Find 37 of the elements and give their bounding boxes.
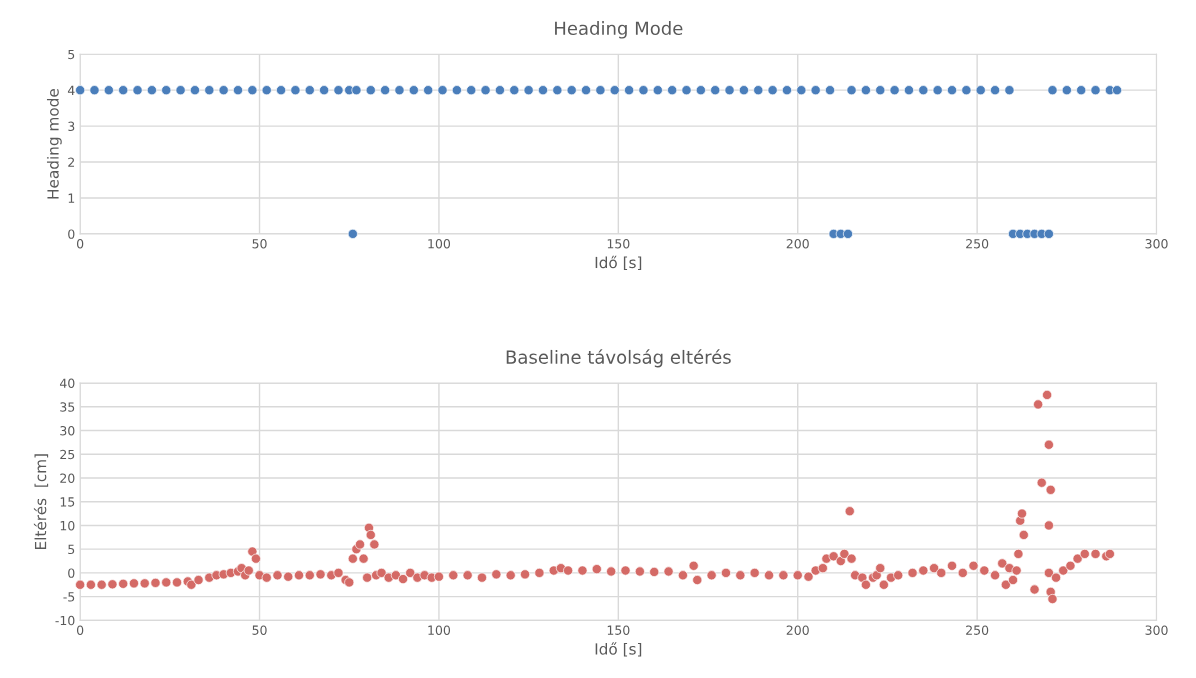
y-tick-label: 0 [68,229,75,239]
y-tick-label: 5 [68,49,75,60]
x-tick-label: 200 [786,625,809,635]
chart-title: Baseline távolság eltérés [506,349,731,368]
y-tick-label: 30 [60,426,75,436]
chart-title: Heading Mode [555,21,683,39]
y-tick-label: 20 [60,473,75,483]
y-axis-title: Heading mode [46,89,62,199]
y-tick-label: 3 [68,121,75,132]
x-tick-label: 150 [607,625,630,635]
x-axis-title: Idő [s] [595,255,642,271]
x-tick-label: 200 [786,238,809,249]
x-tick-label: 0 [76,625,84,635]
x-tick-label: 250 [966,238,989,249]
x-tick-label: 50 [252,238,267,249]
x-tick-label: 50 [252,625,267,635]
x-tick-label: 100 [428,238,451,249]
y-tick-label: 35 [60,402,75,412]
y-tick-label: 10 [60,520,75,531]
x-axis-title: Idő [s] [595,642,642,657]
y-tick-label: 2 [68,157,75,167]
y-tick-label: 15 [60,497,75,507]
x-tick-label: 250 [966,625,989,635]
y-tick-label: 4 [67,85,75,95]
y-tick-label: -5 [63,592,75,602]
x-tick-label: 0 [76,238,84,249]
y-tick-label: -10 [55,615,75,626]
x-tick-label: 100 [428,625,451,635]
y-tick-label: 1 [68,193,75,203]
y-tick-label: 40 [59,378,75,388]
x-tick-label: 300 [1145,625,1168,635]
y-tick-label: 5 [68,544,75,555]
y-tick-label: 25 [60,449,75,460]
x-tick-label: 150 [607,238,630,249]
y-tick-label: 0 [68,568,75,578]
x-tick-label: 300 [1145,238,1168,249]
y-axis-title: Eltérés [cm] [33,454,49,549]
